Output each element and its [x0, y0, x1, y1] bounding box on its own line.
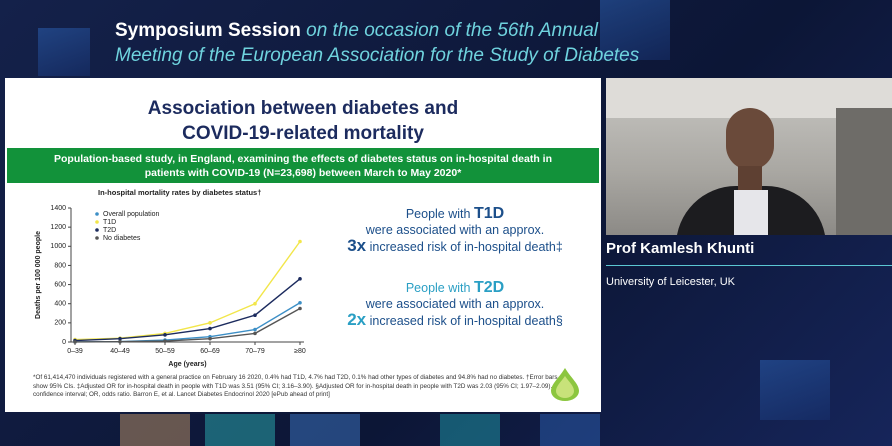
slide: Association between diabetes and COVID-1…	[5, 78, 601, 412]
data-point	[73, 340, 77, 344]
finding-text: People with	[405, 281, 471, 295]
x-tick-label: 0–39	[67, 348, 83, 355]
legend-marker	[95, 220, 99, 224]
finding: People with T1D were associated with an …	[320, 206, 590, 255]
data-point	[298, 277, 302, 281]
data-point	[298, 306, 302, 311]
finding-text: increased risk of in-hospital death§	[369, 314, 563, 328]
data-point	[163, 333, 167, 337]
y-tick-label: 400	[54, 301, 66, 308]
chart-title: In-hospital mortality rates by diabetes …	[98, 188, 261, 197]
banner: Population-based study, in England, exam…	[7, 148, 599, 183]
y-tick-label: 1000	[50, 243, 66, 250]
logo	[551, 368, 579, 401]
x-axis-label: Age (years)	[168, 361, 206, 368]
finding-text: were associated with an approx.	[365, 297, 545, 311]
legend-marker	[95, 212, 99, 216]
bg-tile	[120, 414, 190, 446]
x-tick-label: 60–69	[200, 348, 220, 355]
bg-tile	[205, 414, 275, 446]
bg-tile	[440, 414, 500, 446]
data-point	[253, 327, 257, 332]
header-text: Meeting of the European Association for …	[115, 45, 640, 66]
speaker-video	[606, 78, 892, 235]
bg-tile	[540, 414, 600, 446]
banner-line: Population-based study, in England, exam…	[53, 153, 553, 165]
data-point	[118, 339, 122, 344]
series-line	[74, 307, 301, 343]
slide-title: Association between diabetes and COVID-1…	[5, 96, 601, 146]
legend-label: No diabetes	[103, 235, 141, 242]
finding-ratio: 2x	[347, 310, 367, 329]
legend-label: Overall population	[103, 211, 160, 218]
y-tick-label: 800	[54, 262, 66, 269]
series-line	[74, 278, 301, 342]
bg-tile	[290, 414, 360, 446]
finding-text: People with	[405, 207, 471, 221]
bg-tile	[760, 360, 830, 420]
chart: In-hospital mortality rates by diabetes …	[35, 188, 306, 368]
data-point	[208, 336, 212, 341]
data-point	[253, 331, 257, 336]
y-tick-label: 0	[62, 339, 66, 346]
x-tick-label: 70–79	[245, 348, 265, 355]
x-tick-label: 40–49	[110, 348, 130, 355]
legend-marker	[95, 236, 99, 240]
legend-marker	[95, 228, 99, 232]
y-tick-label: 600	[54, 281, 66, 288]
finding: People with T2D were associated with an …	[320, 280, 590, 329]
footnote: *Of 61,414,470 individuals registered wi…	[33, 374, 562, 398]
title-line: COVID-19-related mortality	[182, 123, 424, 144]
finding-text: increased risk of in-hospital death‡	[369, 240, 563, 254]
data-point	[298, 300, 302, 305]
series-line	[74, 302, 301, 343]
data-point	[253, 313, 257, 317]
title-line: Association between diabetes and	[147, 98, 459, 119]
x-tick-label: ≥80	[294, 348, 306, 355]
y-tick-label: 1200	[50, 224, 66, 231]
finding-group: T1D	[473, 205, 505, 222]
series-line	[74, 241, 301, 341]
legend-label: T1D	[103, 219, 116, 226]
data-point	[163, 339, 167, 343]
bg-tile	[38, 28, 90, 76]
speaker-name: Prof Kamlesh Khunti	[606, 240, 755, 257]
session-header: Symposium Session on the occasion of the…	[115, 18, 639, 68]
y-tick-label: 200	[54, 320, 66, 327]
data-point	[118, 336, 122, 341]
x-tick-label: 50–59	[155, 348, 175, 355]
divider	[606, 265, 892, 266]
data-point	[253, 301, 257, 306]
bg-tile	[600, 0, 670, 60]
data-point	[298, 239, 302, 244]
finding-group: T2D	[473, 279, 505, 296]
y-axis-label: Deaths per 100 000 people	[35, 231, 42, 319]
header-text: on the occasion of the 56th Annual	[306, 20, 599, 41]
speaker-affiliation: University of Leicester, UK	[606, 276, 735, 288]
banner-line: patients with COVID-19 (N=23,698) betwee…	[144, 167, 462, 179]
data-point	[208, 326, 212, 331]
legend-label: T2D	[103, 227, 116, 234]
finding-text: were associated with an approx.	[365, 223, 545, 237]
data-point	[208, 321, 212, 325]
header-lead: Symposium Session	[115, 20, 301, 41]
finding-ratio: 3x	[347, 236, 367, 255]
y-tick-label: 1400	[50, 205, 66, 212]
